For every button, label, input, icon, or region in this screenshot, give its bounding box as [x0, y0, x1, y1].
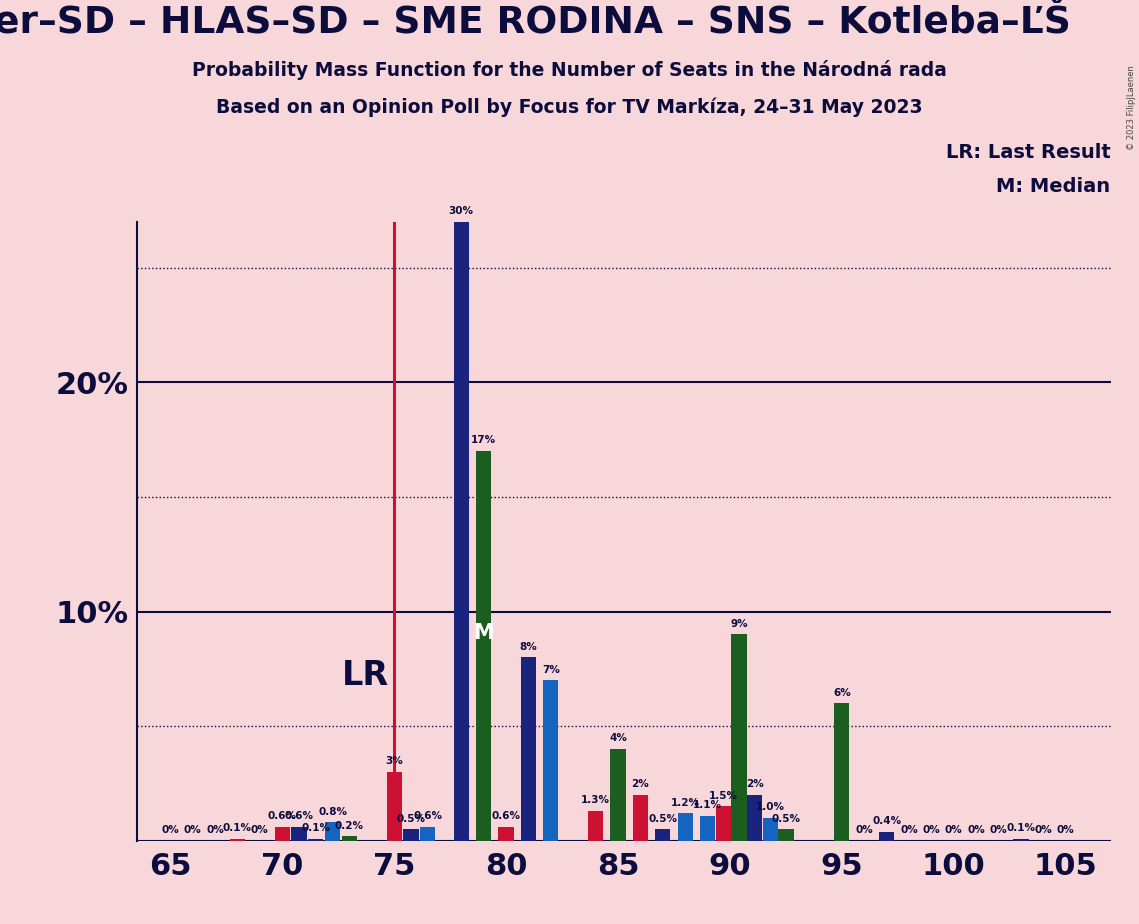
- Bar: [499, 827, 514, 841]
- Text: 0.6%: 0.6%: [268, 811, 296, 821]
- Text: Probability Mass Function for the Number of Seats in the Národná rada: Probability Mass Function for the Number…: [192, 60, 947, 80]
- Text: 0.5%: 0.5%: [396, 814, 426, 823]
- Text: 0.6%: 0.6%: [492, 811, 521, 821]
- Text: 9%: 9%: [730, 619, 747, 628]
- Text: M: Median: M: Median: [997, 177, 1111, 197]
- Text: 4%: 4%: [609, 734, 626, 744]
- Text: 0%: 0%: [855, 825, 874, 835]
- Text: 0%: 0%: [990, 825, 1008, 835]
- Bar: [309, 839, 323, 841]
- Bar: [476, 451, 491, 841]
- Text: 0.6%: 0.6%: [285, 811, 313, 821]
- Bar: [879, 832, 894, 841]
- Text: 0.6%: 0.6%: [413, 811, 442, 821]
- Bar: [747, 795, 762, 841]
- Text: 0.2%: 0.2%: [335, 821, 363, 831]
- Text: 6%: 6%: [833, 687, 851, 698]
- Text: 7%: 7%: [542, 664, 559, 675]
- Text: 0%: 0%: [251, 825, 269, 835]
- Text: 0%: 0%: [967, 825, 985, 835]
- Bar: [292, 827, 306, 841]
- Bar: [342, 836, 357, 841]
- Text: 0%: 0%: [162, 825, 179, 835]
- Text: M: M: [474, 623, 494, 643]
- Bar: [386, 772, 402, 841]
- Text: 0.1%: 0.1%: [302, 822, 330, 833]
- Text: 0.5%: 0.5%: [648, 814, 678, 823]
- Text: 0.5%: 0.5%: [771, 814, 801, 823]
- Text: 1.3%: 1.3%: [581, 796, 611, 806]
- Bar: [420, 827, 435, 841]
- Bar: [230, 839, 245, 841]
- Text: LR: Last Result: LR: Last Result: [945, 143, 1111, 163]
- Text: 0%: 0%: [1034, 825, 1052, 835]
- Text: 0%: 0%: [923, 825, 941, 835]
- Text: er–SD – HLAS–SD – SME RODINA – SNS – Kotleba–ĽŠ: er–SD – HLAS–SD – SME RODINA – SNS – Kot…: [0, 5, 1071, 41]
- Bar: [521, 657, 536, 841]
- Text: 0.1%: 0.1%: [1007, 822, 1035, 833]
- Bar: [543, 680, 558, 841]
- Text: 17%: 17%: [472, 435, 497, 445]
- Text: 8%: 8%: [519, 641, 538, 651]
- Text: 0%: 0%: [206, 825, 224, 835]
- Bar: [834, 703, 850, 841]
- Text: 0%: 0%: [1057, 825, 1074, 835]
- Text: 1.1%: 1.1%: [693, 800, 722, 809]
- Bar: [655, 830, 671, 841]
- Bar: [633, 795, 648, 841]
- Text: 1.2%: 1.2%: [671, 797, 699, 808]
- Bar: [325, 822, 341, 841]
- Text: 2%: 2%: [631, 779, 649, 789]
- Bar: [403, 830, 418, 841]
- Bar: [700, 816, 715, 841]
- Text: © 2023 FilipJLaenen: © 2023 FilipJLaenen: [1126, 65, 1136, 150]
- Text: 3%: 3%: [385, 757, 403, 766]
- Text: 1.0%: 1.0%: [756, 802, 785, 812]
- Text: Based on an Opinion Poll by Focus for TV Markíza, 24–31 May 2023: Based on an Opinion Poll by Focus for TV…: [216, 97, 923, 116]
- Text: 0.8%: 0.8%: [318, 807, 347, 817]
- Text: 0.1%: 0.1%: [223, 822, 252, 833]
- Text: 0.4%: 0.4%: [872, 816, 901, 826]
- Bar: [715, 807, 731, 841]
- Bar: [611, 749, 625, 841]
- Bar: [678, 813, 693, 841]
- Bar: [778, 830, 794, 841]
- Bar: [763, 818, 778, 841]
- Text: 0%: 0%: [183, 825, 202, 835]
- Text: 0%: 0%: [945, 825, 962, 835]
- Text: LR: LR: [342, 659, 388, 692]
- Bar: [731, 635, 746, 841]
- Text: 1.5%: 1.5%: [708, 791, 738, 801]
- Bar: [588, 811, 604, 841]
- Bar: [453, 153, 469, 841]
- Bar: [274, 827, 289, 841]
- Bar: [1014, 839, 1029, 841]
- Text: 0%: 0%: [900, 825, 918, 835]
- Text: 30%: 30%: [449, 206, 474, 216]
- Text: 2%: 2%: [746, 779, 763, 789]
